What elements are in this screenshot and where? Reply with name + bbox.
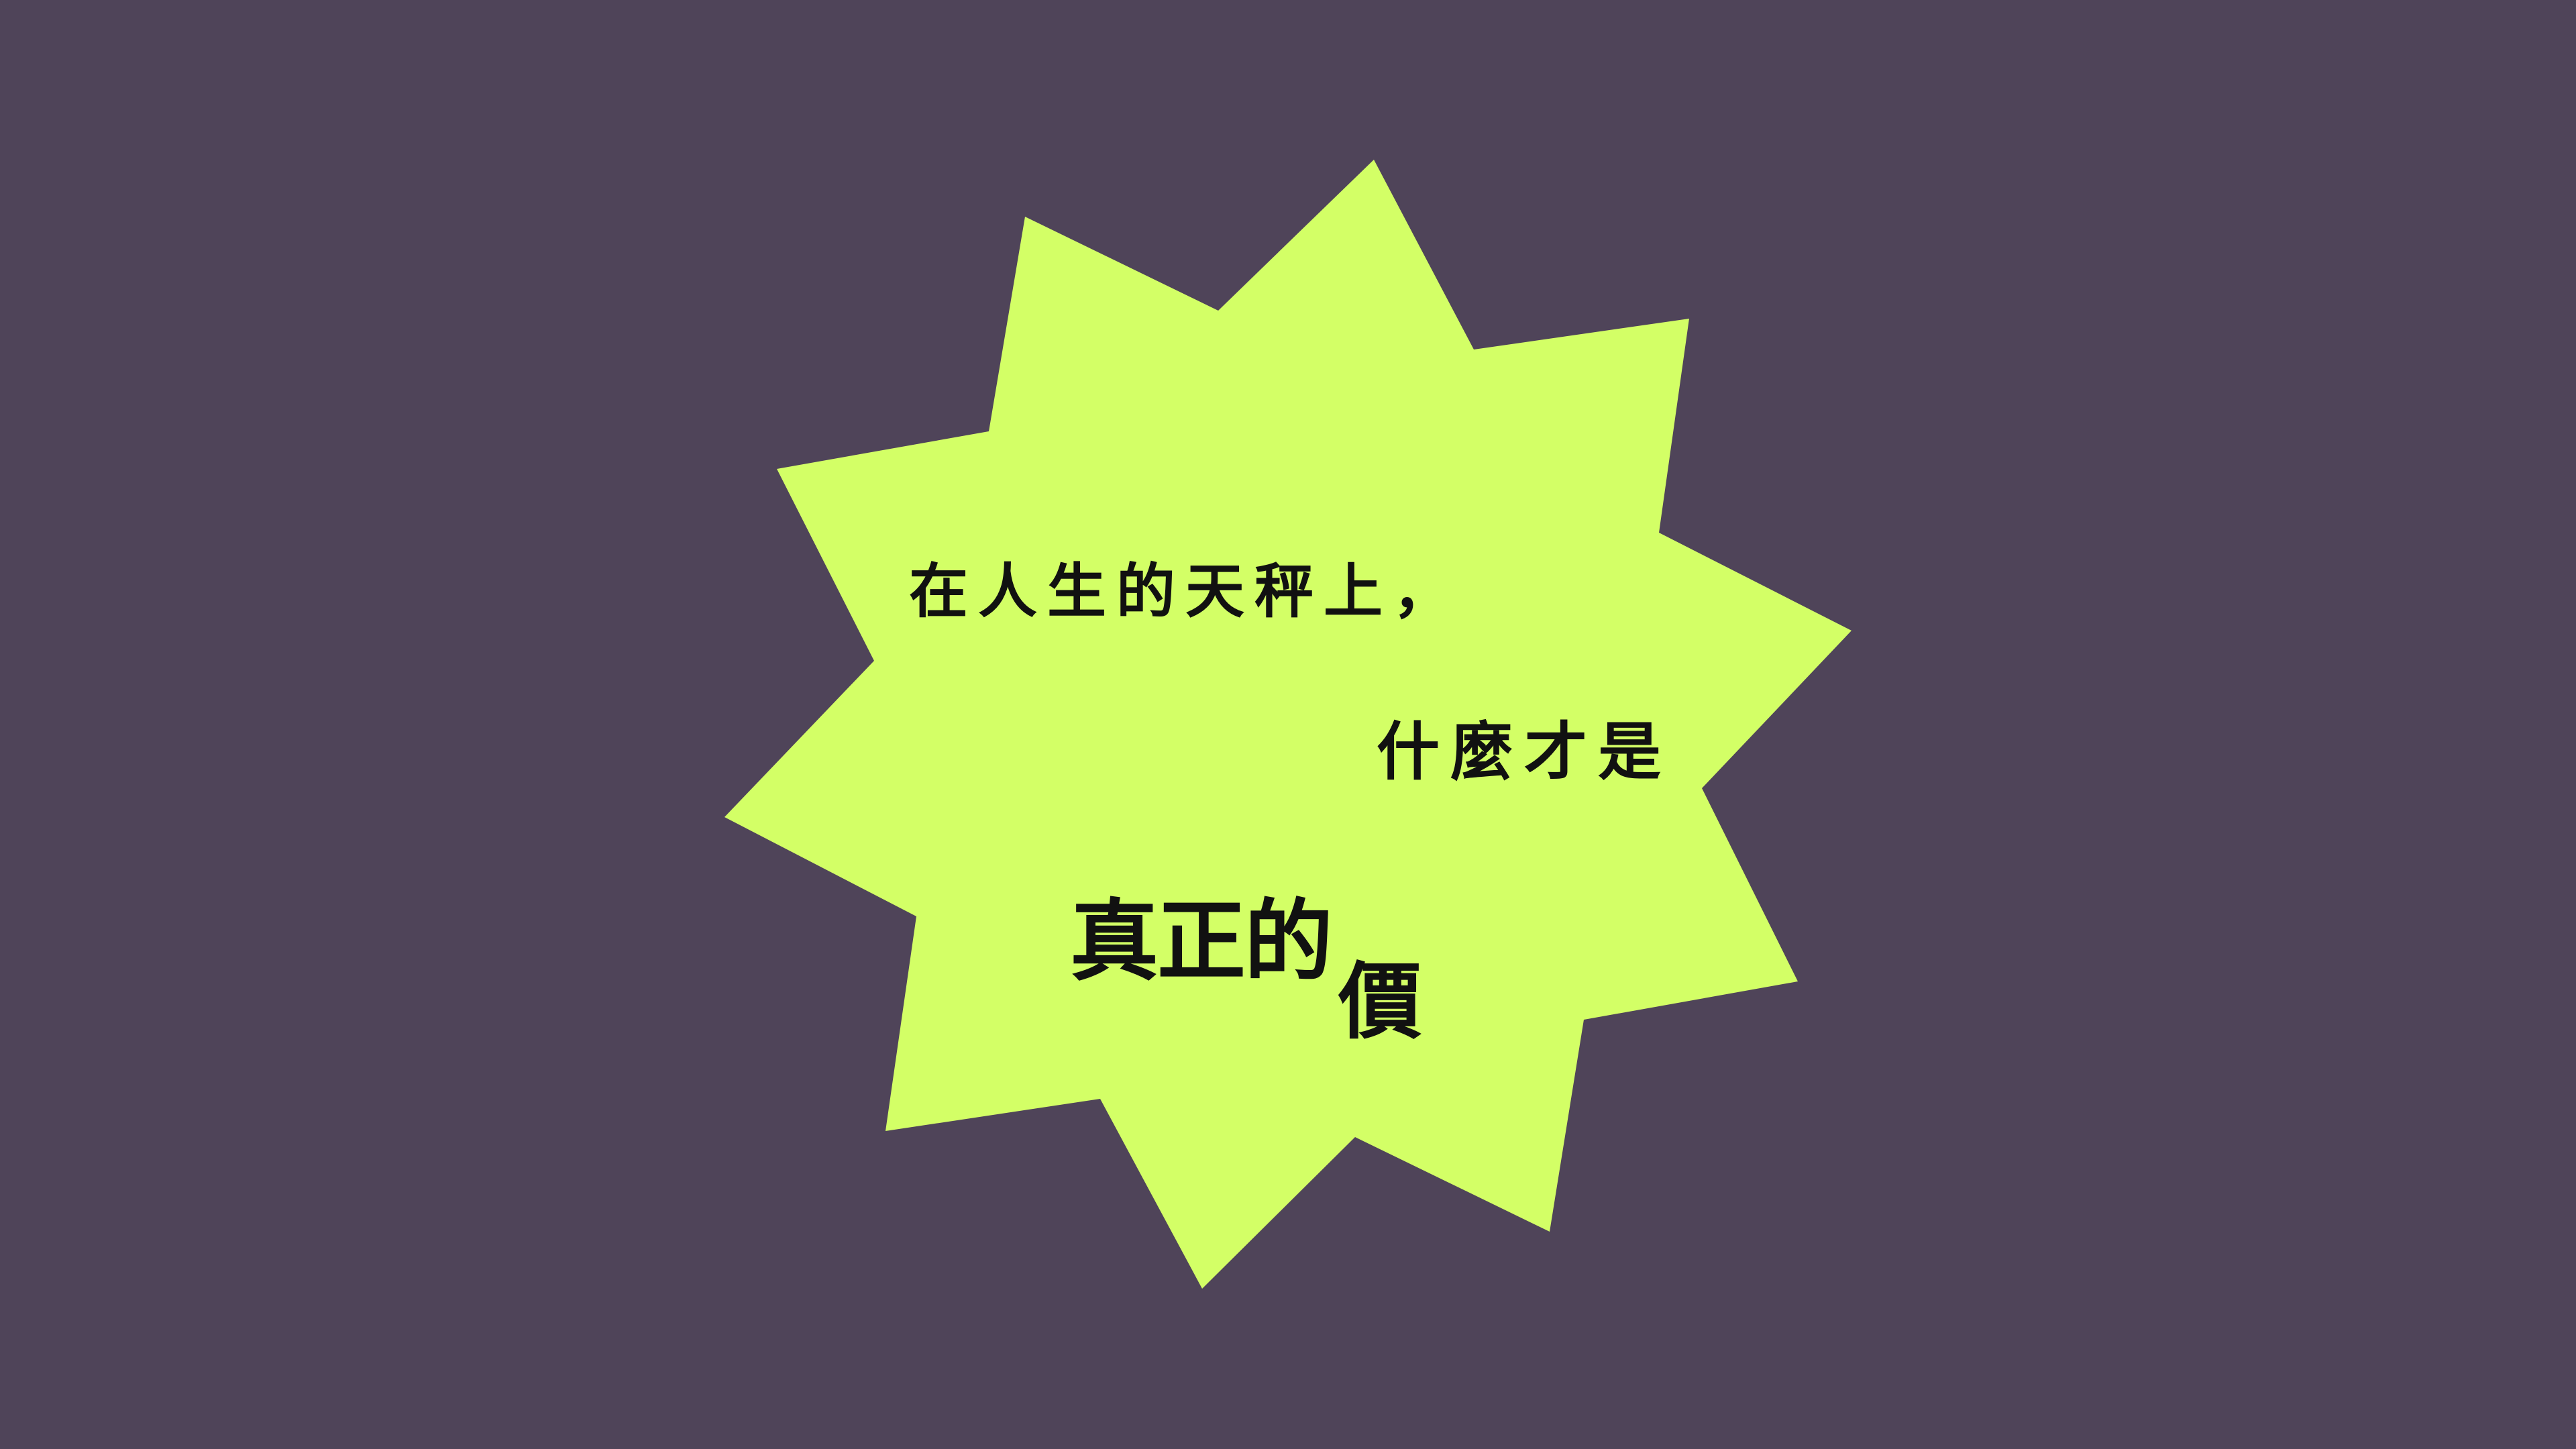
text-line-1: 在人生的天秤上，: [909, 557, 1462, 626]
text-line-2: 什麼才是: [1377, 716, 1672, 789]
text-line-3: 真正的: [1070, 890, 1333, 994]
text-line-4: 價: [1338, 954, 1422, 1051]
